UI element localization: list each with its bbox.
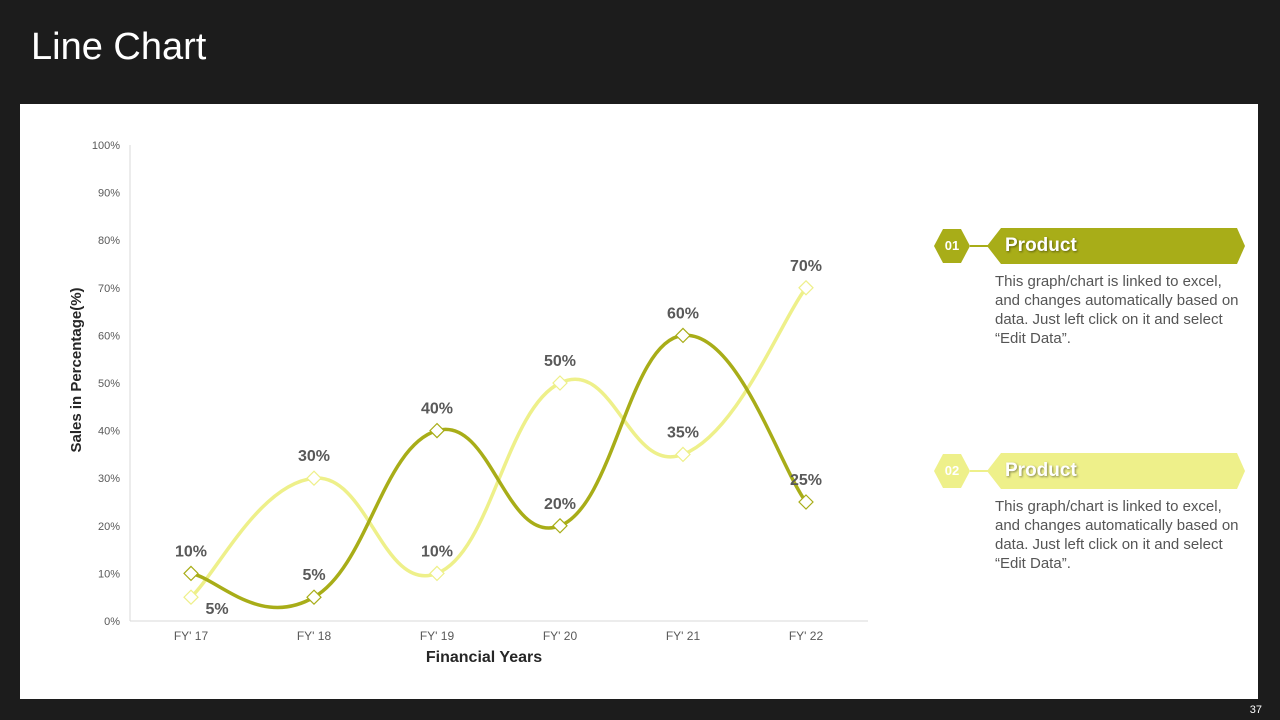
legend-description-2: This graph/chart is linked to excel, and…: [995, 498, 1239, 572]
data-label: 70%: [790, 258, 822, 275]
data-label: 5%: [205, 601, 228, 618]
data-label: 5%: [302, 567, 325, 584]
data-label: 35%: [667, 424, 699, 441]
y-tick-label: 40%: [98, 426, 120, 438]
series-line-2: [189, 286, 808, 599]
legend-label-2: Product: [1005, 460, 1077, 481]
data-label: 50%: [544, 353, 576, 370]
data-marker: [552, 517, 568, 534]
y-tick-label: 70%: [98, 283, 120, 295]
line-chart: 0% 10% 20% 30% 40% 50% 60% 70% 80% 90% 100% FY' 17 F…: [68, 140, 868, 666]
x-tick-label: FY' 20: [543, 629, 578, 643]
legend-label-1: Product: [1005, 235, 1077, 256]
data-label: 10%: [175, 543, 207, 560]
legend-connector-2: [970, 470, 990, 472]
slide-title: Line Chart: [31, 26, 207, 68]
data-marker: [306, 470, 322, 487]
legend-banner-1: Product: [987, 228, 1245, 264]
y-tick-label: 60%: [98, 330, 120, 342]
legend-number-2: 02: [944, 463, 960, 478]
data-marker: [675, 327, 691, 344]
data-label: 60%: [667, 305, 699, 322]
y-tick-label: 20%: [98, 521, 120, 533]
legend-number-1: 01: [944, 238, 960, 253]
legend-description-1: This graph/chart is linked to excel, and…: [995, 273, 1239, 347]
data-marker: [183, 565, 199, 582]
legend-badge-1: 01: [934, 228, 970, 264]
data-marker: [675, 446, 691, 463]
y-tick-label: 0%: [104, 616, 120, 628]
data-marker: [306, 589, 322, 606]
data-marker: [798, 279, 814, 296]
data-label: 10%: [421, 543, 453, 560]
data-label: 20%: [544, 496, 576, 513]
legend-connector-1: [970, 245, 990, 247]
data-marker: [429, 565, 445, 582]
y-tick-label: 90%: [98, 188, 120, 200]
x-tick-label: FY' 21: [666, 629, 701, 643]
y-tick-label: 100%: [92, 140, 120, 152]
data-label: 25%: [790, 472, 822, 489]
y-axis-title: Sales in Percentage(%): [68, 287, 85, 452]
y-tick-label: 30%: [98, 473, 120, 485]
data-marker: [429, 422, 445, 439]
data-marker: [552, 375, 568, 391]
y-tick-label: 50%: [98, 378, 120, 390]
chart-panel: 0% 10% 20% 30% 40% 50% 60% 70% 80% 90% 100% FY' 17 F…: [20, 104, 1258, 699]
series-line-1: [189, 333, 808, 610]
legend-banner-2: Product: [987, 453, 1245, 489]
y-tick-label: 80%: [98, 235, 120, 247]
x-tick-label: FY' 18: [297, 629, 332, 643]
data-marker: [183, 589, 199, 606]
data-marker: [798, 494, 814, 510]
data-label: 30%: [298, 448, 330, 465]
x-tick-label: FY' 19: [420, 629, 455, 643]
x-tick-label: FY' 22: [789, 629, 824, 643]
page-number: 37: [1249, 704, 1262, 716]
data-label: 40%: [421, 401, 453, 418]
y-tick-label: 10%: [98, 568, 120, 580]
legend-badge-2: 02: [934, 453, 970, 489]
x-tick-label: FY' 17: [174, 629, 209, 643]
x-axis-title: Financial Years: [426, 649, 542, 666]
